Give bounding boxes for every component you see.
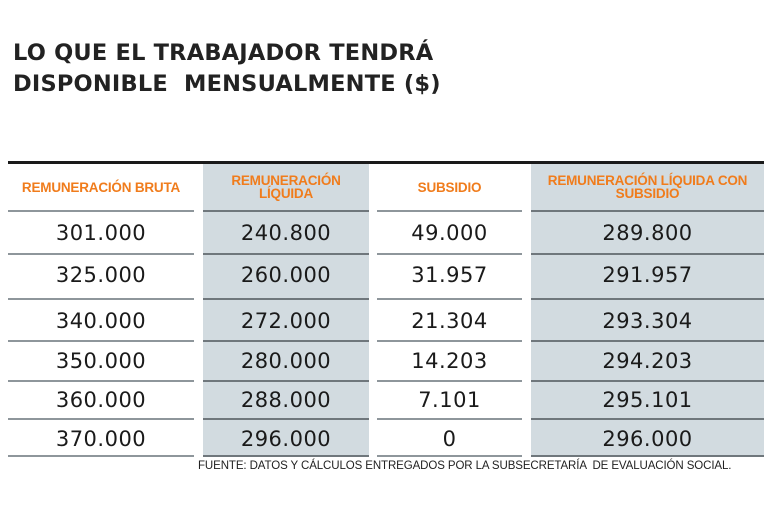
row-rule — [377, 418, 522, 420]
table-cell: 350.000 — [55, 349, 147, 373]
table-cell: 301.000 — [55, 221, 147, 245]
row-rule — [8, 418, 194, 420]
table-cell: 14.203 — [411, 349, 488, 373]
row-rule — [377, 298, 522, 300]
header-rule — [203, 210, 369, 212]
header-rule — [8, 210, 194, 212]
table-cell: 294.203 — [602, 349, 693, 373]
row-rule — [531, 298, 764, 300]
table-cell: 340.000 — [55, 309, 147, 333]
row-rule — [377, 455, 522, 457]
row-rule — [531, 455, 764, 457]
table-cell: 296.000 — [240, 427, 332, 451]
table-cell: 21.304 — [411, 309, 488, 333]
shaded-column-liquida-con-subsidio — [531, 164, 764, 455]
row-rule — [203, 340, 369, 342]
column-header: SUBSIDIO — [417, 179, 482, 195]
row-rule — [8, 455, 194, 457]
table-cell: 240.800 — [240, 221, 332, 245]
row-rule — [203, 380, 369, 382]
column-header: REMUNERACIÓN LÍQUIDA CON SUBSIDIO — [547, 173, 748, 201]
table-cell: 360.000 — [55, 388, 147, 412]
table-cell: 370.000 — [55, 427, 147, 451]
row-rule — [203, 298, 369, 300]
table-cell: 260.000 — [240, 263, 332, 287]
table-cell: 272.000 — [240, 309, 332, 333]
row-rule — [203, 253, 369, 255]
table-cell: 0 — [442, 427, 457, 451]
row-rule — [531, 340, 764, 342]
table-cell: 31.957 — [411, 263, 488, 287]
column-header: REMUNERACIÓN BRUTA — [21, 179, 181, 195]
table-cell: 7.101 — [418, 388, 481, 412]
table-cell: 325.000 — [55, 263, 147, 287]
row-rule — [8, 298, 194, 300]
table-top-rule — [8, 161, 764, 164]
row-rule — [531, 380, 764, 382]
row-rule — [377, 253, 522, 255]
row-rule — [377, 340, 522, 342]
table-cell: 280.000 — [240, 349, 332, 373]
row-rule — [531, 418, 764, 420]
table-cell: 295.101 — [602, 388, 693, 412]
row-rule — [377, 380, 522, 382]
row-rule — [203, 418, 369, 420]
row-rule — [531, 253, 764, 255]
row-rule — [203, 455, 369, 457]
row-rule — [8, 380, 194, 382]
source-note: FUENTE: DATOS Y CÁLCULOS ENTREGADOS POR … — [198, 460, 732, 472]
row-rule — [8, 340, 194, 342]
column-header: REMUNERACIÓN LÍQUIDA — [231, 173, 341, 201]
page-title: LO QUE EL TRABAJADOR TENDRÁ DISPONIBLE M… — [13, 38, 441, 100]
table-cell: 289.800 — [602, 221, 693, 245]
table-cell: 296.000 — [602, 427, 693, 451]
table-cell: 49.000 — [411, 221, 488, 245]
shaded-column-liquida — [203, 164, 369, 455]
row-rule — [8, 253, 194, 255]
header-rule — [531, 210, 764, 212]
table-cell: 293.304 — [602, 309, 693, 333]
title-line-2: DISPONIBLE MENSUALMENTE ($) — [13, 71, 441, 97]
table-cell: 288.000 — [240, 388, 332, 412]
header-rule — [377, 210, 522, 212]
table-cell: 291.957 — [602, 263, 693, 287]
title-line-1: LO QUE EL TRABAJADOR TENDRÁ — [13, 40, 434, 66]
